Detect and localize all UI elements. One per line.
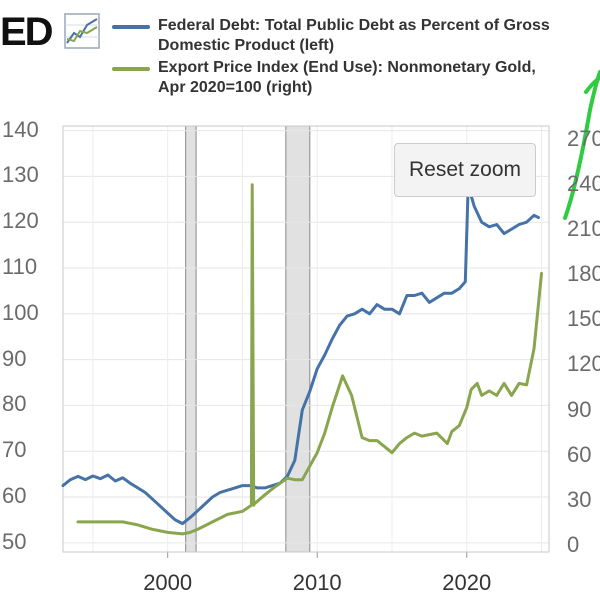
legend-label: Export Price Index (End Use): Nonmonetar… (158, 59, 536, 96)
legend-item-gold-price[interactable]: Export Price Index (End Use): Nonmonetar… (112, 58, 600, 98)
left-tick-label: 90 (2, 345, 27, 371)
x-tick-label: 2010 (292, 570, 342, 595)
right-tick-label: 60 (567, 441, 592, 467)
right-tick-label: 240 (567, 170, 600, 196)
left-tick-label: 80 (2, 391, 27, 417)
left-tick-label: 120 (2, 208, 39, 234)
legend-swatch-blue (112, 25, 150, 29)
recession-shading (185, 126, 197, 552)
chart-legend: Federal Debt: Total Public Debt as Perce… (112, 16, 600, 100)
right-tick-label: 120 (567, 351, 600, 377)
right-tick-label: 270 (567, 125, 600, 151)
right-tick-label: 210 (567, 215, 600, 241)
chart-line-icon (64, 13, 100, 49)
left-tick-label: 50 (2, 528, 27, 554)
x-tick-label: 2020 (442, 570, 492, 595)
plot-border (62, 125, 550, 553)
left-tick-label: 140 (2, 116, 39, 142)
left-tick-label: 130 (2, 162, 39, 188)
right-tick-label: 30 (567, 486, 592, 512)
left-tick-label: 100 (2, 299, 39, 325)
left-tick-label: 110 (2, 254, 38, 279)
fred-logo: ED (0, 10, 54, 54)
legend-label: Federal Debt: Total Public Debt as Perce… (158, 17, 550, 54)
right-tick-label: 180 (567, 261, 600, 287)
right-tick-label: 0 (567, 531, 580, 557)
series-line-gold-price (76, 183, 543, 536)
recession-shading (285, 126, 310, 552)
series-line-federal-debt (61, 184, 540, 526)
reset-zoom-button[interactable]: Reset zoom (394, 143, 536, 197)
right-tick-label: 150 (567, 306, 600, 332)
right-tick-label: 90 (567, 396, 592, 422)
x-tick-label: 2000 (143, 570, 193, 595)
legend-swatch-green (112, 67, 150, 71)
left-tick-label: 60 (2, 483, 27, 509)
legend-item-federal-debt[interactable]: Federal Debt: Total Public Debt as Perce… (112, 16, 600, 56)
left-tick-label: 70 (2, 437, 27, 463)
